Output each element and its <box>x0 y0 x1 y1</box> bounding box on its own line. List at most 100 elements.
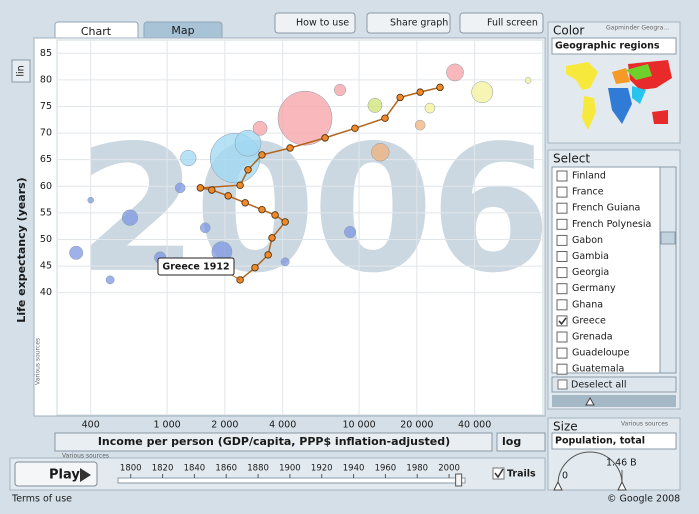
bubble <box>471 81 494 103</box>
country-checkbox[interactable] <box>556 218 568 230</box>
country-checkbox[interactable] <box>556 170 568 182</box>
timeline-track <box>117 477 466 484</box>
size-min: 0 <box>562 471 568 482</box>
country-checkbox[interactable] <box>556 202 568 214</box>
trail-point <box>264 251 272 259</box>
bubble <box>174 182 186 194</box>
country-label: Grenada <box>572 332 613 343</box>
trail-point <box>241 199 249 207</box>
country-list <box>551 166 677 374</box>
country-checkbox[interactable] <box>556 299 568 311</box>
tab-label: Chart <box>81 25 112 38</box>
timeline-label: 1920 <box>311 464 333 474</box>
play-button[interactable] <box>14 461 98 487</box>
region-map <box>566 60 672 130</box>
bubble <box>121 209 139 226</box>
trail-point <box>281 218 289 226</box>
trail-point <box>396 93 404 102</box>
deselect-checkbox[interactable] <box>557 379 568 390</box>
country-label: Guatemala <box>572 364 624 375</box>
y-tick-label: 80 <box>40 74 52 85</box>
scale-toggle-label: lin <box>16 65 27 76</box>
deselect-button[interactable] <box>551 376 677 393</box>
x-indicator-dropdown[interactable] <box>54 432 493 452</box>
timeline-label: 1860 <box>215 464 237 474</box>
timeline-label: 1820 <box>152 464 174 474</box>
size-handle[interactable] <box>553 480 563 491</box>
x-tick-label: 10 000 <box>342 420 375 431</box>
trail-point <box>196 184 205 192</box>
size-handle[interactable] <box>617 480 627 491</box>
terms-link[interactable]: Terms of use <box>11 494 72 505</box>
timeline-label: 1800 <box>120 464 142 474</box>
country-label: Georgia <box>572 267 609 278</box>
scrollbar[interactable] <box>659 166 677 374</box>
country-checkbox[interactable] <box>556 331 568 343</box>
bubble <box>199 222 211 234</box>
bubble <box>524 77 532 84</box>
trail-point <box>224 192 232 200</box>
country-checkbox[interactable] <box>556 267 568 279</box>
opacity-handle[interactable] <box>585 396 595 406</box>
checkmark <box>494 468 504 479</box>
how-to-use-button[interactable] <box>274 12 356 34</box>
y-tick-label: 75 <box>40 101 52 112</box>
trail-point <box>286 144 294 152</box>
x-tick-label: 1 000 <box>153 420 180 431</box>
x-tick-label: 2 000 <box>211 420 238 431</box>
country-checkbox[interactable] <box>556 234 568 246</box>
country-checkbox[interactable] <box>556 251 568 262</box>
country-checkbox[interactable] <box>556 283 568 295</box>
trail-point <box>436 83 444 92</box>
share-graph-button[interactable] <box>366 12 451 34</box>
y-tick-label: 65 <box>40 154 52 165</box>
trail-point <box>321 134 329 142</box>
y-tick-label: 40 <box>40 287 52 298</box>
full-screen-button[interactable] <box>459 12 544 34</box>
y-tick-label: 85 <box>40 48 52 59</box>
timeline-label: 1880 <box>247 464 269 474</box>
bubble <box>424 102 436 114</box>
country-label: Germany <box>572 283 616 294</box>
country-checkbox[interactable] <box>556 315 568 327</box>
opacity-slider[interactable] <box>552 395 676 407</box>
y-axis-title: Life expectancy (years) <box>15 177 28 322</box>
x-tick-label: 4 000 <box>269 420 296 431</box>
annotation-label: Greece 1912 <box>162 262 229 273</box>
x-tick-label: 400 <box>82 420 100 431</box>
color-source: Gapminder Geogra... <box>606 25 669 32</box>
source-note: Various sources <box>35 338 42 385</box>
country-label: French Guiana <box>572 203 640 214</box>
checkmark <box>558 317 567 326</box>
timeline-handle[interactable] <box>455 473 463 487</box>
country-label: Gabon <box>572 235 603 246</box>
trail-point <box>258 151 266 159</box>
timeline-label: 1980 <box>406 464 428 474</box>
size-dropdown[interactable] <box>551 432 677 450</box>
x-tick-label: 40 000 <box>458 420 491 431</box>
x-scale-dropdown[interactable] <box>496 432 546 452</box>
trail-point <box>416 88 424 96</box>
trail-point <box>208 186 216 194</box>
annotation-box <box>157 257 235 276</box>
color-dropdown[interactable] <box>551 37 677 55</box>
country-checkbox[interactable] <box>556 186 568 198</box>
country-checkbox[interactable] <box>556 347 568 359</box>
size-gauge <box>557 451 623 485</box>
y-tick-label: 60 <box>40 181 52 192</box>
country-checkbox[interactable] <box>556 363 568 375</box>
scroll-thumb[interactable] <box>660 231 676 245</box>
trail-point <box>268 234 276 242</box>
bubble <box>87 196 94 204</box>
x-scale-label: log <box>502 435 521 448</box>
bubble <box>414 119 426 131</box>
y-tick-label: 50 <box>40 234 52 245</box>
select-panel-title: Select <box>553 152 590 166</box>
scale-toggle[interactable] <box>11 59 31 83</box>
trail-point <box>251 263 259 272</box>
trails-checkbox[interactable] <box>492 467 505 480</box>
x-tick-label: 20 000 <box>400 420 433 431</box>
country-label: Greece <box>572 315 606 326</box>
